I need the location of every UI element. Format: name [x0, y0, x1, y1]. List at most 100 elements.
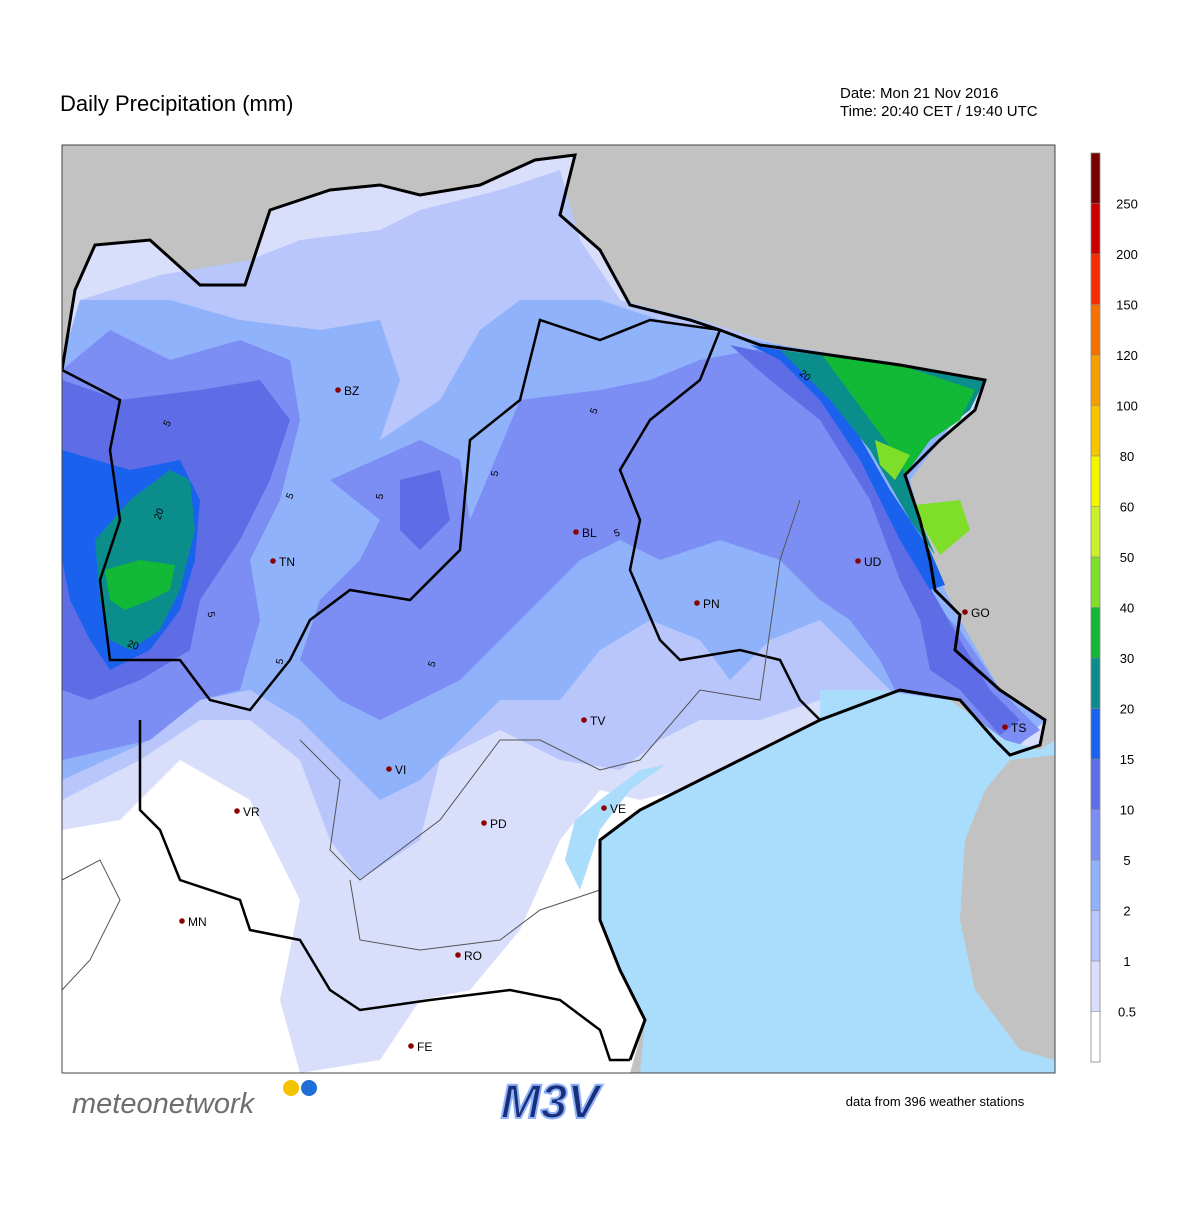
colorbar-label: 250 — [1116, 197, 1138, 212]
colorbar-label: 10 — [1120, 803, 1134, 818]
colorbar-label: 1 — [1123, 954, 1130, 969]
colorbar-label: 200 — [1116, 247, 1138, 262]
city-label: PN — [703, 597, 720, 611]
city-dot — [855, 558, 861, 564]
precip-area — [62, 330, 1040, 760]
city-label: VE — [610, 802, 626, 816]
city-dot — [179, 918, 185, 924]
map-frame — [61, 144, 1056, 1074]
brand-logo: meteonetwork — [72, 1088, 256, 1120]
city-label: FE — [417, 1040, 432, 1054]
colorbar-label: 0.5 — [1118, 1005, 1136, 1020]
source-note: data from 396 weather stations — [846, 1094, 1025, 1109]
city-dot — [386, 766, 392, 772]
colorbar-segment — [1091, 506, 1100, 557]
contour-label: 5 — [275, 657, 287, 665]
colorbar-segment — [1091, 456, 1100, 507]
region-border — [138, 720, 630, 1062]
title: Daily Precipitation (mm) — [60, 91, 294, 116]
city-dot — [481, 820, 487, 826]
colorbar-segment — [1091, 203, 1100, 254]
city-dot — [270, 558, 276, 564]
city-dot — [335, 387, 341, 393]
colorbar-segment — [1091, 304, 1100, 355]
contour-label: 5 — [375, 492, 387, 500]
colorbar-segment — [1091, 557, 1100, 608]
sea — [600, 690, 1055, 1073]
city-label: VI — [395, 763, 406, 777]
contour-label: 5 — [613, 527, 622, 539]
colorbar: 0.5 1 2 5 10 15 20 30 40 50 60 80 100 120 150 200 250 — [1090, 152, 1138, 1063]
contour-label: 5 — [285, 491, 297, 500]
city-label: VR — [243, 805, 260, 819]
city-label: UD — [864, 555, 882, 569]
city-dot — [455, 952, 461, 958]
colorbar-segment — [1091, 254, 1100, 305]
coastline — [598, 688, 997, 1061]
time: Time: 20:40 CET / 19:40 UTC — [840, 103, 1038, 120]
map-area — [62, 145, 1055, 1073]
precip-area — [875, 440, 970, 555]
region-border — [62, 318, 821, 721]
city-dot — [601, 805, 607, 811]
precip-area — [62, 345, 945, 670]
colorbar-label: 150 — [1116, 298, 1138, 313]
contour-label: 5 — [427, 659, 439, 668]
colorbar-label: 60 — [1120, 500, 1134, 515]
colorbar-segment — [1091, 910, 1100, 961]
province-border — [62, 859, 121, 991]
colorbar-segment — [1091, 153, 1100, 204]
province-border — [299, 499, 801, 881]
city-label: RO — [464, 949, 482, 963]
colorbar-label: 40 — [1120, 601, 1134, 616]
colorbar-segment — [1091, 355, 1100, 406]
map-labels: BZ TN BL UD PN GO TS TV VI VR PD VE MN RO FE 5 5 5 5 5 5 5 5 5 2… — [126, 368, 1027, 1054]
colorbar-segment — [1091, 607, 1100, 658]
city-dot — [234, 808, 240, 814]
colorbar-segment — [1091, 708, 1100, 759]
contour-label: 5 — [589, 406, 601, 415]
colorbar-segment — [1091, 405, 1100, 456]
province-border — [349, 879, 601, 951]
city-dot — [408, 1043, 414, 1049]
city-dot — [581, 717, 587, 723]
colorbar-label: 5 — [1123, 853, 1130, 868]
colorbar-segment — [1091, 658, 1100, 709]
colorbar-segment — [1091, 1011, 1100, 1062]
colorbar-segment — [1091, 809, 1100, 860]
colorbar-label: 100 — [1116, 399, 1138, 414]
city-label: TN — [279, 555, 295, 569]
colorbar-segment — [1091, 759, 1100, 810]
colorbar-label: 20 — [1120, 702, 1134, 717]
precip-area — [105, 352, 975, 610]
city-label: TS — [1011, 721, 1026, 735]
colorbar-label: 120 — [1116, 348, 1138, 363]
foreign-coast — [960, 755, 1055, 1060]
city-label: PD — [490, 817, 507, 831]
city-label: MN — [188, 915, 207, 929]
city-label: BZ — [344, 384, 359, 398]
colorbar-segment — [1091, 860, 1100, 911]
colorbar-label: 80 — [1120, 449, 1134, 464]
m3v-logo: M3V — [501, 1076, 604, 1129]
contour-label: 5 — [490, 469, 502, 477]
city-dot — [694, 600, 700, 606]
city-label: GO — [971, 606, 990, 620]
date: Date: Mon 21 Nov 2016 — [840, 85, 998, 102]
colorbar-segment — [1091, 961, 1100, 1012]
colorbar-label: 15 — [1120, 752, 1134, 767]
brand-dot — [283, 1080, 299, 1096]
city-dot — [1002, 724, 1008, 730]
city-label: BL — [582, 526, 597, 540]
city-dot — [962, 609, 968, 615]
colorbar-label: 50 — [1120, 550, 1134, 565]
contour-label: 5 — [205, 611, 217, 619]
contour-label: 20 — [153, 507, 167, 522]
brand-dot — [301, 1080, 317, 1096]
contour-label: 5 — [162, 418, 175, 429]
lagoon — [565, 765, 665, 890]
city-label: TV — [590, 714, 605, 728]
city-dot — [573, 529, 579, 535]
